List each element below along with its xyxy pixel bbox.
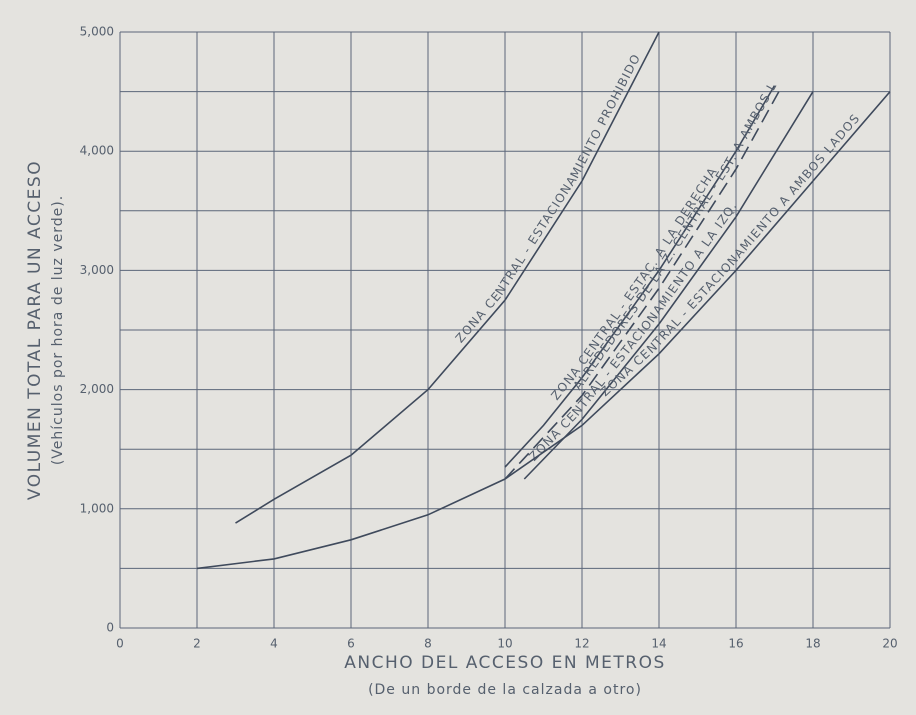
x-tick-label: 10 xyxy=(497,637,512,651)
y-tick-label: 5,000 xyxy=(80,25,114,39)
x-tick-label: 20 xyxy=(882,637,897,651)
x-tick-label: 12 xyxy=(574,637,589,651)
x-tick-label: 6 xyxy=(347,637,355,651)
y-tick-label: 0 xyxy=(106,621,114,635)
x-tick-label: 4 xyxy=(270,637,278,651)
x-tick-label: 8 xyxy=(424,637,432,651)
chart: ANCHO DEL ACCESO EN METROS (De un borde … xyxy=(0,0,916,715)
x-tick-label: 16 xyxy=(728,637,743,651)
y-tick-label: 1,000 xyxy=(80,501,114,515)
x-tick-label: 18 xyxy=(805,637,820,651)
y-tick-label: 3,000 xyxy=(80,263,114,277)
x-axis-title: ANCHO DEL ACCESO EN METROS xyxy=(344,653,666,673)
x-tick-label: 2 xyxy=(193,637,201,651)
paper xyxy=(0,0,916,715)
x-tick-label: 14 xyxy=(651,637,666,651)
y-tick-label: 4,000 xyxy=(80,144,114,158)
y-axis-subtitle: (Vehículos por hora de luz verde). xyxy=(50,195,66,465)
x-tick-label: 0 xyxy=(116,637,124,651)
x-axis-subtitle: (De un borde de la calzada a otro) xyxy=(368,682,642,698)
y-axis-title: VOLUMEN TOTAL PARA UN ACCESO xyxy=(25,160,45,500)
y-tick-label: 2,000 xyxy=(80,382,114,396)
